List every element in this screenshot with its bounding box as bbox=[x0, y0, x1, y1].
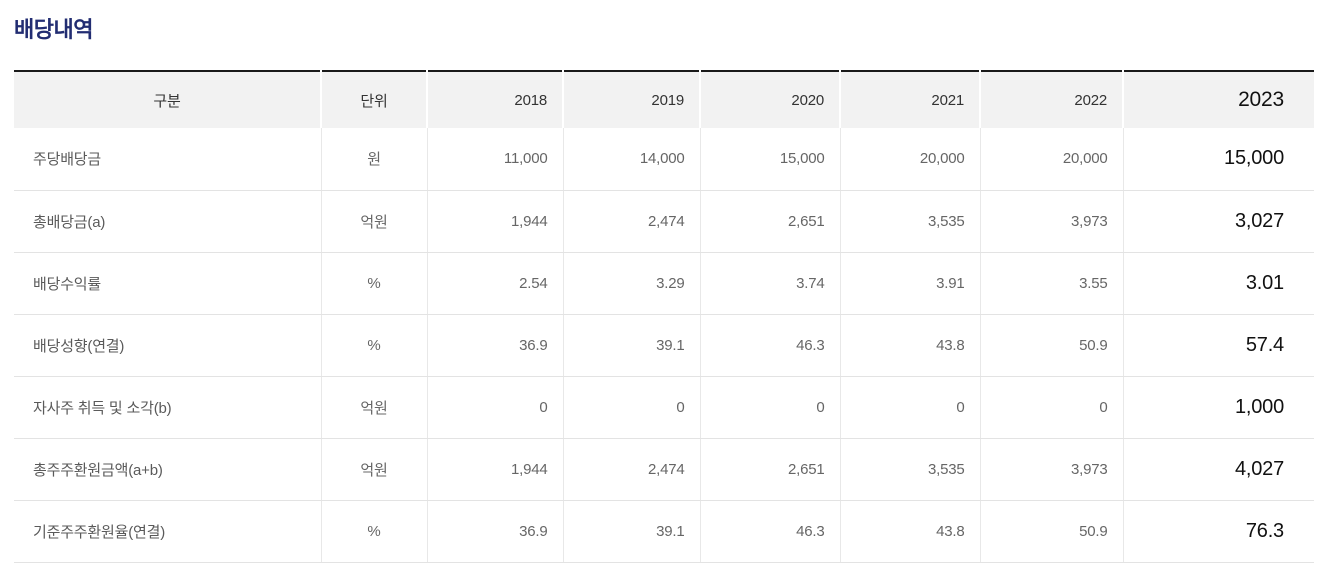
value-cell-2021: 3,535 bbox=[839, 190, 980, 253]
value-cell-2019: 2,474 bbox=[562, 438, 700, 501]
unit-cell: % bbox=[320, 314, 427, 377]
unit-cell: % bbox=[320, 252, 427, 315]
row-label: 총주주환원금액(a+b) bbox=[14, 438, 321, 501]
value-cell-2022: 3,973 bbox=[979, 438, 1123, 501]
header-year-2022: 2022 bbox=[979, 71, 1123, 128]
value-cell-2021: 43.8 bbox=[839, 500, 980, 563]
value-cell-2023: 3,027 bbox=[1122, 190, 1314, 253]
header-year-2023: 2023 bbox=[1122, 71, 1314, 128]
dividend-table: 구분 단위 2018 2019 2020 2021 2022 2023 주당배당… bbox=[14, 70, 1314, 563]
value-cell-2019: 0 bbox=[562, 376, 700, 439]
value-cell-2020: 3.74 bbox=[699, 252, 840, 315]
table-header: 구분 단위 2018 2019 2020 2021 2022 2023 bbox=[14, 71, 1314, 128]
header-year-2021: 2021 bbox=[839, 71, 980, 128]
value-cell-2018: 0 bbox=[426, 376, 563, 439]
value-cell-2020: 46.3 bbox=[699, 314, 840, 377]
header-row: 구분 단위 2018 2019 2020 2021 2022 2023 bbox=[14, 71, 1314, 128]
row-label: 배당수익률 bbox=[14, 252, 321, 315]
value-cell-2019: 3.29 bbox=[562, 252, 700, 315]
value-cell-2018: 2.54 bbox=[426, 252, 563, 315]
value-cell-2018: 1,944 bbox=[426, 438, 563, 501]
row-label: 총배당금(a) bbox=[14, 190, 321, 253]
unit-cell: 억원 bbox=[320, 190, 427, 253]
row-label: 자사주 취득 및 소각(b) bbox=[14, 376, 321, 439]
value-cell-2023: 15,000 bbox=[1122, 128, 1314, 191]
unit-cell: 억원 bbox=[320, 438, 427, 501]
value-cell-2022: 50.9 bbox=[979, 500, 1123, 563]
value-cell-2021: 0 bbox=[839, 376, 980, 439]
header-year-2020: 2020 bbox=[699, 71, 840, 128]
value-cell-2021: 20,000 bbox=[839, 128, 980, 191]
value-cell-2020: 46.3 bbox=[699, 500, 840, 563]
value-cell-2018: 1,944 bbox=[426, 190, 563, 253]
value-cell-2020: 0 bbox=[699, 376, 840, 439]
value-cell-2021: 43.8 bbox=[839, 314, 980, 377]
value-cell-2019: 39.1 bbox=[562, 500, 700, 563]
header-year-2019: 2019 bbox=[562, 71, 700, 128]
unit-cell: % bbox=[320, 500, 427, 563]
value-cell-2023: 3.01 bbox=[1122, 252, 1314, 315]
table-row-payout-ratio: 배당성향(연결) % 36.9 39.1 46.3 43.8 50.9 57.4 bbox=[14, 314, 1314, 377]
value-cell-2020: 2,651 bbox=[699, 438, 840, 501]
value-cell-2021: 3.91 bbox=[839, 252, 980, 315]
value-cell-2018: 11,000 bbox=[426, 128, 563, 191]
value-cell-2020: 15,000 bbox=[699, 128, 840, 191]
value-cell-2023: 4,027 bbox=[1122, 438, 1314, 501]
value-cell-2023: 57.4 bbox=[1122, 314, 1314, 377]
table-row-total-shareholder-return: 총주주환원금액(a+b) 억원 1,944 2,474 2,651 3,535 … bbox=[14, 438, 1314, 501]
table-body: 주당배당금 원 11,000 14,000 15,000 20,000 20,0… bbox=[14, 128, 1314, 563]
value-cell-2022: 3.55 bbox=[979, 252, 1123, 315]
row-label: 기준주주환원율(연결) bbox=[14, 500, 321, 563]
value-cell-2019: 39.1 bbox=[562, 314, 700, 377]
header-unit: 단위 bbox=[320, 71, 427, 128]
value-cell-2019: 2,474 bbox=[562, 190, 700, 253]
row-label: 주당배당금 bbox=[14, 128, 321, 191]
value-cell-2023: 1,000 bbox=[1122, 376, 1314, 439]
table-row-dividend-yield: 배당수익률 % 2.54 3.29 3.74 3.91 3.55 3.01 bbox=[14, 252, 1314, 315]
row-label: 배당성향(연결) bbox=[14, 314, 321, 377]
value-cell-2022: 50.9 bbox=[979, 314, 1123, 377]
value-cell-2018: 36.9 bbox=[426, 314, 563, 377]
table-row-shareholder-return-ratio: 기준주주환원율(연결) % 36.9 39.1 46.3 43.8 50.9 7… bbox=[14, 500, 1314, 563]
table-row-dividend-per-share: 주당배당금 원 11,000 14,000 15,000 20,000 20,0… bbox=[14, 128, 1314, 191]
table-row-share-buyback: 자사주 취득 및 소각(b) 억원 0 0 0 0 0 1,000 bbox=[14, 376, 1314, 439]
unit-cell: 원 bbox=[320, 128, 427, 191]
value-cell-2021: 3,535 bbox=[839, 438, 980, 501]
value-cell-2020: 2,651 bbox=[699, 190, 840, 253]
value-cell-2019: 14,000 bbox=[562, 128, 700, 191]
unit-cell: 억원 bbox=[320, 376, 427, 439]
header-year-2018: 2018 bbox=[426, 71, 563, 128]
table-row-total-dividend: 총배당금(a) 억원 1,944 2,474 2,651 3,535 3,973… bbox=[14, 190, 1314, 253]
value-cell-2022: 20,000 bbox=[979, 128, 1123, 191]
page-title: 배당내역 bbox=[14, 17, 93, 42]
value-cell-2022: 0 bbox=[979, 376, 1123, 439]
value-cell-2022: 3,973 bbox=[979, 190, 1123, 253]
value-cell-2018: 36.9 bbox=[426, 500, 563, 563]
value-cell-2023: 76.3 bbox=[1122, 500, 1314, 563]
header-category: 구분 bbox=[14, 71, 321, 128]
